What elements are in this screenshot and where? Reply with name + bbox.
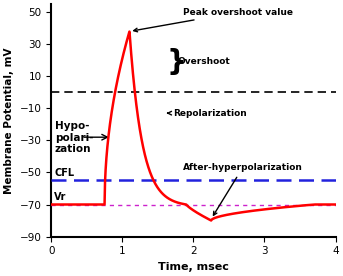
Text: CFL: CFL [54,168,74,178]
Text: Repolarization: Repolarization [167,109,247,118]
X-axis label: Time, msec: Time, msec [158,262,229,272]
Text: Hypo-
polari-
zation: Hypo- polari- zation [55,121,93,154]
Text: Peak overshoot value: Peak overshoot value [134,8,293,32]
Text: Overshoot: Overshoot [178,57,230,66]
Text: }: } [166,48,186,76]
Text: After-hyperpolarization: After-hyperpolarization [183,163,303,215]
Text: Vr: Vr [54,192,67,202]
Y-axis label: Membrane Potential, mV: Membrane Potential, mV [4,47,14,193]
